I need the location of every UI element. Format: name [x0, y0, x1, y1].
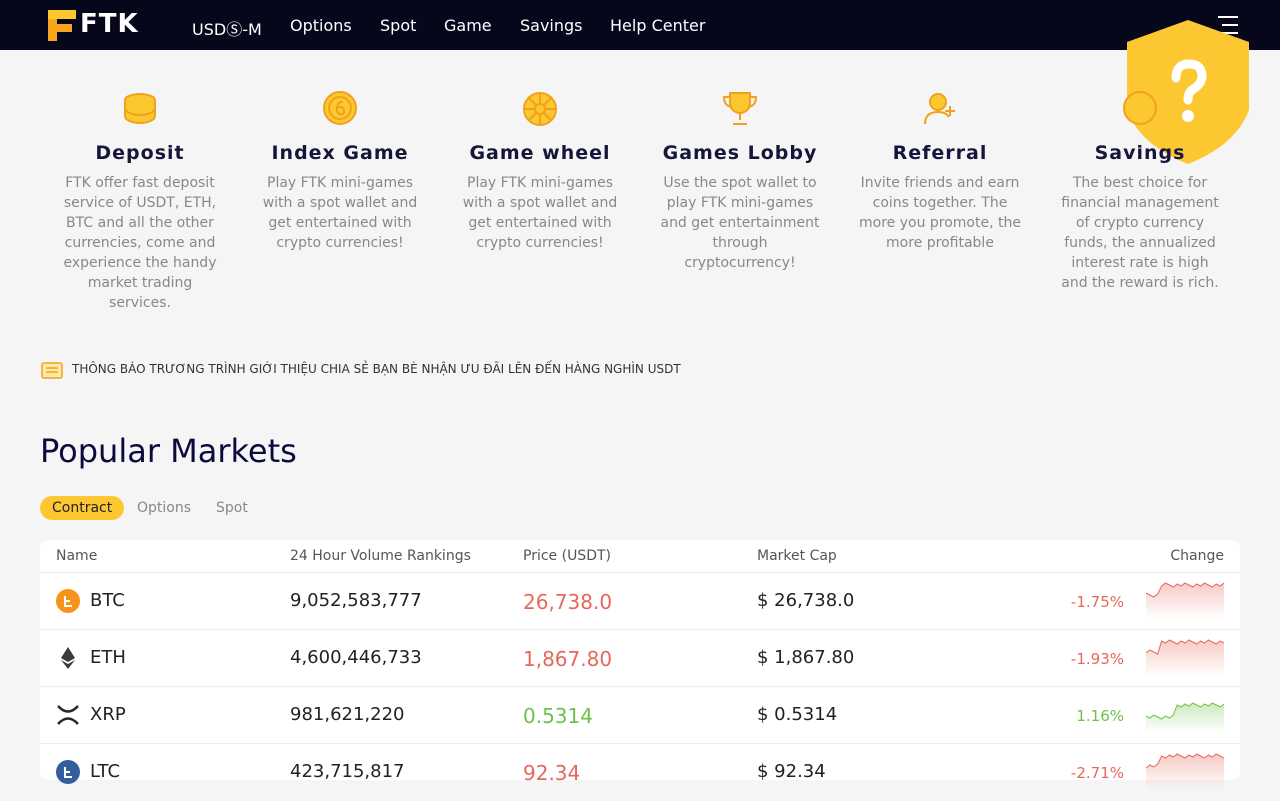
feature-icon: [323, 91, 357, 125]
feature-icon: [924, 93, 955, 125]
market-row[interactable]: LTC 423,715,817 92.34 $ 92.34 -2.71%: [40, 743, 1240, 801]
change: -1.93%: [1070, 650, 1124, 668]
feature-icon: [124, 93, 156, 125]
feature[interactable]: Index Game Play FTK mini-games with a spo…: [240, 90, 440, 253]
market-tab[interactable]: Options: [137, 500, 192, 516]
market-row[interactable]: BTC 9,052,583,777 26,738.0 $ 26,738.0 -1.75%: [40, 572, 1240, 630]
change: -1.75%: [1070, 593, 1124, 611]
coin-icon: [57, 705, 79, 725]
market-cap: $ 26,738.0: [757, 590, 855, 611]
logo-icon: [48, 10, 76, 41]
column-header: Name: [56, 548, 98, 564]
coin-icon: [56, 589, 80, 613]
help-shield[interactable]: [1126, 20, 1250, 164]
nav-item[interactable]: Game: [444, 16, 492, 35]
markets-table: Name 24 Hour Volume Rankings Price (USDT) M…: [40, 540, 1240, 790]
notice[interactable]: THÔNG BÁO TRƯƠNG TRÌNH GIỚI THIỆU CHIA S…: [72, 362, 681, 376]
change: -2.71%: [1070, 764, 1124, 782]
feature[interactable]: Deposit FTK offer fast deposit service of…: [40, 90, 240, 313]
feature-text: Play FTK mini-games with a spot wallet a…: [462, 175, 618, 251]
volume: 9,052,583,777: [290, 590, 422, 611]
feature[interactable]: Referral Invite friends and earn coins to…: [840, 90, 1040, 253]
feature-title: Savings: [1094, 142, 1186, 164]
feature-icon: [1123, 91, 1157, 125]
nav-item[interactable]: Options: [290, 16, 352, 35]
market-tab[interactable]: Spot: [216, 500, 248, 516]
coin-icon: [61, 647, 75, 669]
feature-text: The best choice for financial management…: [1061, 175, 1219, 291]
column-header: 24 Hour Volume Rankings: [290, 548, 471, 564]
nav-item[interactable]: Spot: [380, 16, 417, 35]
sparkline: [1146, 753, 1224, 790]
feature[interactable]: Game wheel Play FTK mini-games with a spo…: [440, 90, 640, 253]
feature-title: Game wheel: [469, 142, 611, 164]
coin-name: XRP: [90, 704, 126, 725]
change: 1.16%: [1076, 707, 1124, 725]
feature-text: FTK offer fast deposit service of USDT, …: [63, 175, 217, 311]
sparkline: [1146, 582, 1224, 619]
feature-icon: [722, 92, 758, 125]
feature-title: Games Lobby: [662, 142, 818, 164]
feature-title: Deposit: [95, 142, 185, 164]
feature-icon: [523, 92, 557, 126]
feature-text: Use the spot wallet to play FTK mini-gam…: [660, 175, 820, 271]
logo[interactable]: FTK: [80, 9, 139, 39]
coin-name: ETH: [90, 647, 126, 668]
coin-icon: [56, 760, 80, 784]
volume: 981,621,220: [290, 704, 405, 725]
market-tab[interactable]: Contract: [40, 496, 125, 520]
nav-item[interactable]: Savings: [520, 16, 583, 35]
feature[interactable]: Savings The best choice for financial man…: [1040, 90, 1240, 293]
feature-title: Referral: [892, 142, 988, 164]
market-cap: $ 0.5314: [757, 704, 838, 725]
column-header: Price (USDT): [523, 548, 611, 564]
column-header: Market Cap: [757, 548, 837, 564]
coin-name: LTC: [90, 761, 121, 782]
price: 1,867.80: [523, 647, 613, 671]
market-row[interactable]: ETH 4,600,446,733 1,867.80 $ 1,867.80 -1.93%: [40, 629, 1240, 687]
feature-title: Index Game: [271, 142, 409, 164]
feature[interactable]: Games Lobby Use the spot wallet to play F…: [640, 90, 840, 273]
feature-text: Play FTK mini-games with a spot wallet a…: [262, 175, 418, 251]
feature-text: Invite friends and earn coins together. …: [859, 175, 1021, 251]
notice-icon: [41, 362, 63, 379]
market-cap: $ 92.34: [757, 761, 826, 782]
markets-title: Popular Markets: [40, 432, 297, 470]
market-cap: $ 1,867.80: [757, 647, 855, 668]
nav-item[interactable]: USDⓈ-M: [192, 20, 262, 39]
price: 92.34: [523, 761, 581, 785]
navbar: FTK USDⓈ-M Options Spot Game Savings Help Cen…: [0, 0, 1280, 50]
column-header: Change: [1170, 548, 1224, 564]
volume: 423,715,817: [290, 761, 405, 782]
price: 26,738.0: [523, 590, 613, 614]
nav-item[interactable]: Help Center: [610, 16, 706, 35]
market-row[interactable]: XRP 981,621,220 0.5314 $ 0.5314 1.16%: [40, 686, 1240, 744]
volume: 4,600,446,733: [290, 647, 422, 668]
sparkline: [1146, 639, 1224, 676]
price: 0.5314: [523, 704, 593, 728]
sparkline: [1146, 702, 1224, 733]
coin-name: BTC: [90, 590, 125, 611]
